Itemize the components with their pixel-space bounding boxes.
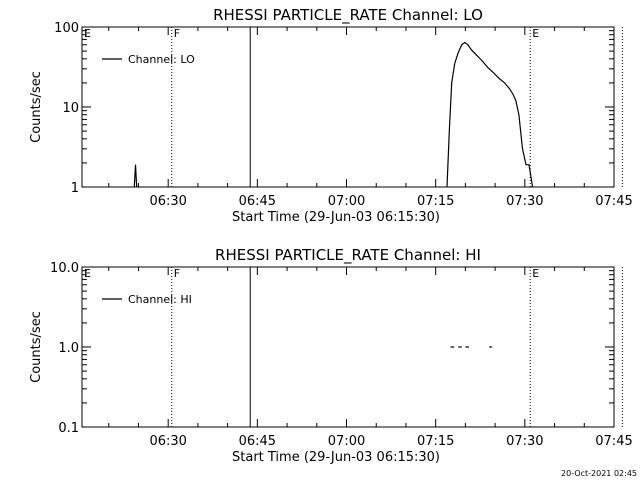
footer-timestamp: 20-Oct-2021 02:45: [561, 469, 637, 478]
x-tick-label: 06:30: [149, 194, 186, 209]
chart-panel-1: RHESSI PARTICLE_RATE Channel: HI Start Ti…: [29, 246, 633, 465]
y-tick-label: 10.0: [50, 261, 79, 276]
event-marker-label: E: [532, 27, 539, 40]
y-tick-label: 1: [71, 181, 79, 196]
plot-frame: [81, 266, 615, 428]
x-tick-label: 07:00: [328, 434, 365, 449]
y-axis-label: Counts/sec: [29, 311, 44, 383]
chart-panel-0: RHESSI PARTICLE_RATE Channel: LO Start Ti…: [29, 6, 633, 225]
y-tick-label: 10: [62, 101, 79, 116]
y-tick-label: 1.0: [58, 341, 79, 356]
chart-title: RHESSI PARTICLE_RATE Channel: HI: [215, 246, 481, 265]
x-tick-label: 06:45: [239, 434, 276, 449]
event-marker-label: E: [532, 267, 539, 280]
x-tick-label: 07:00: [328, 194, 365, 209]
x-tick-label: 07:15: [417, 194, 454, 209]
legend-label: Channel: HI: [128, 293, 192, 306]
event-marker-label: F: [174, 267, 180, 280]
plot-frame: [81, 26, 615, 188]
x-axis-label: Start Time (29-Jun-03 06:15:30): [232, 210, 440, 225]
y-axis-label: Counts/sec: [29, 71, 44, 143]
x-tick-label: 07:15: [417, 434, 454, 449]
legend-label: Channel: LO: [128, 53, 195, 66]
series-line: [446, 41, 534, 188]
y-tick-label: 0.1: [58, 421, 79, 436]
event-marker-label: F: [174, 27, 180, 40]
x-tick-label: 07:45: [595, 434, 632, 449]
x-tick-label: 07:30: [506, 434, 543, 449]
x-tick-label: 07:30: [506, 194, 543, 209]
x-tick-label: 06:45: [239, 194, 276, 209]
y-tick-label: 100: [54, 21, 79, 36]
event-marker-label: E: [84, 27, 91, 40]
x-tick-label: 07:45: [595, 194, 632, 209]
chart-title: RHESSI PARTICLE_RATE Channel: LO: [213, 6, 483, 25]
event-marker-label: E: [84, 267, 91, 280]
series-line: [133, 164, 138, 188]
x-axis-label: Start Time (29-Jun-03 06:15:30): [232, 450, 440, 465]
x-tick-label: 06:30: [149, 434, 186, 449]
